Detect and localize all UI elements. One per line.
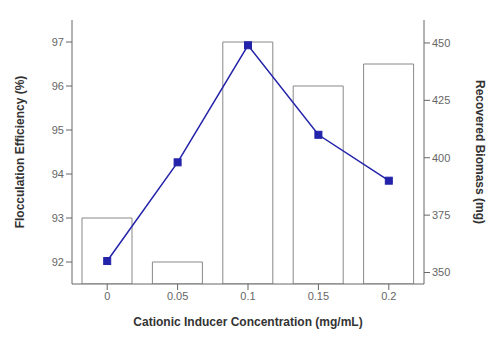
svg-text:92: 92 [52, 256, 64, 268]
svg-text:93: 93 [52, 212, 64, 224]
svg-text:0.15: 0.15 [308, 290, 329, 302]
svg-text:Cationic Inducer Concentration: Cationic Inducer Concentration (mg/mL) [133, 315, 362, 329]
svg-text:95: 95 [52, 124, 64, 136]
svg-text:400: 400 [432, 152, 450, 164]
svg-text:Flocculation Efficiency (%): Flocculation Efficiency (%) [13, 76, 27, 229]
svg-text:375: 375 [432, 209, 450, 221]
svg-text:97: 97 [52, 36, 64, 48]
svg-text:425: 425 [432, 94, 450, 106]
svg-text:350: 350 [432, 266, 450, 278]
svg-text:96: 96 [52, 80, 64, 92]
svg-text:450: 450 [432, 37, 450, 49]
svg-text:0.1: 0.1 [240, 290, 255, 302]
svg-text:0.2: 0.2 [381, 290, 396, 302]
svg-text:0: 0 [104, 290, 110, 302]
svg-text:94: 94 [52, 168, 64, 180]
svg-text:0.05: 0.05 [167, 290, 188, 302]
svg-text:Recovered Biomass (mg): Recovered Biomass (mg) [473, 80, 487, 224]
